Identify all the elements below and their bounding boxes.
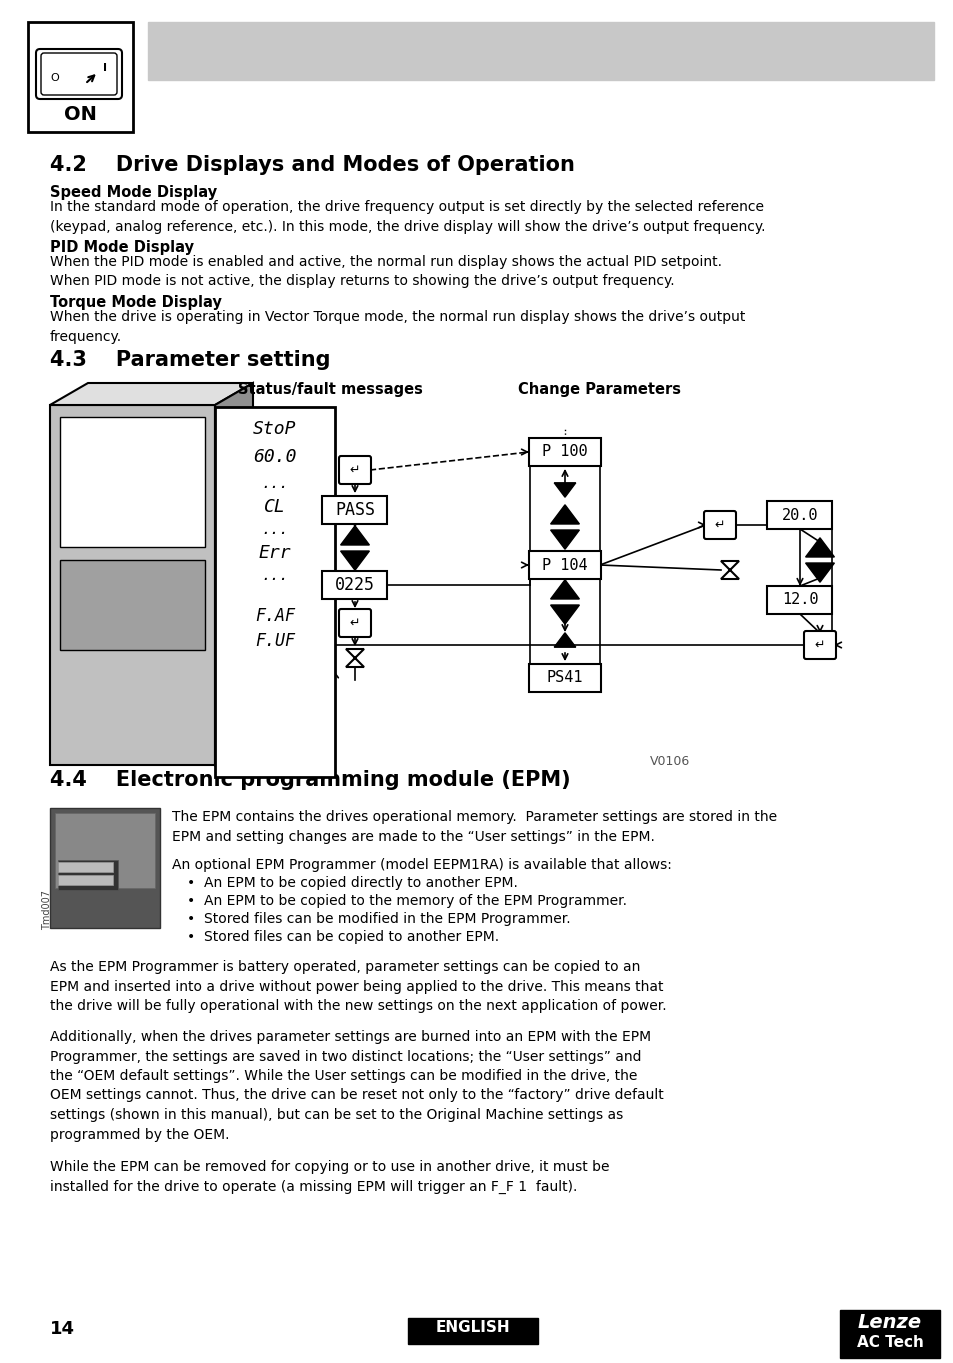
Bar <box>767 586 832 613</box>
Text: Change Parameters: Change Parameters <box>518 382 680 397</box>
Text: As the EPM Programmer is battery operated, parameter settings can be copied to a: As the EPM Programmer is battery operate… <box>50 960 666 1013</box>
Polygon shape <box>50 383 253 405</box>
Text: 14: 14 <box>50 1319 75 1338</box>
Text: 4.2    Drive Displays and Modes of Operation: 4.2 Drive Displays and Modes of Operatio… <box>50 155 575 174</box>
Bar <box>322 571 387 598</box>
Bar <box>58 860 118 890</box>
Polygon shape <box>214 383 253 765</box>
Bar <box>58 861 112 872</box>
Text: P 100: P 100 <box>541 444 587 459</box>
Text: When the drive is operating in Vector Torque mode, the normal run display shows : When the drive is operating in Vector To… <box>50 309 744 343</box>
Bar <box>55 812 154 889</box>
Text: V0106: V0106 <box>649 755 690 767</box>
Polygon shape <box>550 579 578 598</box>
Text: Tmd007: Tmd007 <box>42 890 52 930</box>
Text: While the EPM can be removed for copying or to use in another drive, it must be
: While the EPM can be removed for copying… <box>50 1160 609 1194</box>
Bar <box>767 502 832 529</box>
Bar <box>60 417 205 547</box>
Text: 4.4    Electronic programming module (EPM): 4.4 Electronic programming module (EPM) <box>50 770 570 791</box>
Text: •  An EPM to be copied directly to another EPM.: • An EPM to be copied directly to anothe… <box>187 876 517 890</box>
Bar <box>50 405 214 765</box>
Bar <box>529 664 600 692</box>
Text: I: I <box>103 63 107 74</box>
Polygon shape <box>550 605 578 624</box>
FancyBboxPatch shape <box>338 457 371 484</box>
Text: StoP: StoP <box>253 420 296 438</box>
Text: Lenze: Lenze <box>857 1313 922 1332</box>
FancyBboxPatch shape <box>41 53 117 95</box>
Text: PID Mode Display: PID Mode Display <box>50 240 193 255</box>
Bar <box>50 808 160 928</box>
FancyBboxPatch shape <box>36 49 122 99</box>
Text: The EPM contains the drives operational memory.  Parameter settings are stored i: The EPM contains the drives operational … <box>172 810 777 844</box>
Text: ↵: ↵ <box>814 638 824 652</box>
Bar <box>322 496 387 523</box>
Polygon shape <box>340 551 369 570</box>
Polygon shape <box>804 563 834 582</box>
Bar <box>214 408 335 777</box>
Text: ...: ... <box>261 522 289 537</box>
Text: 4.3    Parameter setting: 4.3 Parameter setting <box>50 350 330 369</box>
Text: CL: CL <box>264 497 286 517</box>
Text: F.AF: F.AF <box>254 607 294 626</box>
Bar <box>408 1318 537 1344</box>
Text: Err: Err <box>258 544 291 562</box>
FancyBboxPatch shape <box>703 511 735 538</box>
Polygon shape <box>804 538 834 557</box>
Text: AC Tech: AC Tech <box>856 1334 923 1349</box>
Text: ↵: ↵ <box>350 616 360 630</box>
Bar <box>28 22 132 132</box>
Text: Additionally, when the drives parameter settings are burned into an EPM with the: Additionally, when the drives parameter … <box>50 1030 663 1141</box>
Bar <box>148 22 933 80</box>
Bar <box>840 1310 939 1358</box>
Text: 60.0: 60.0 <box>253 448 296 466</box>
Polygon shape <box>554 632 576 647</box>
Text: When the PID mode is enabled and active, the normal run display shows the actual: When the PID mode is enabled and active,… <box>50 255 721 289</box>
Text: •  Stored files can be copied to another EPM.: • Stored files can be copied to another … <box>187 930 498 945</box>
Text: 20.0: 20.0 <box>781 507 818 522</box>
Text: ENGLISH: ENGLISH <box>436 1319 510 1334</box>
Text: PASS: PASS <box>335 502 375 519</box>
Text: Status/fault messages: Status/fault messages <box>237 382 422 397</box>
FancyBboxPatch shape <box>338 609 371 637</box>
Bar <box>529 438 600 466</box>
Text: P 104: P 104 <box>541 557 587 572</box>
Text: Torque Mode Display: Torque Mode Display <box>50 294 222 309</box>
Text: 12.0: 12.0 <box>781 593 818 608</box>
Text: ...: ... <box>261 568 289 583</box>
Text: An optional EPM Programmer (model EEPM1RA) is available that allows:: An optional EPM Programmer (model EEPM1R… <box>172 857 671 872</box>
Text: ↵: ↵ <box>350 463 360 477</box>
Text: Speed Mode Display: Speed Mode Display <box>50 185 217 200</box>
Text: ↵: ↵ <box>714 518 724 532</box>
Text: F.UF: F.UF <box>254 632 294 650</box>
Polygon shape <box>340 526 369 545</box>
Text: 0225: 0225 <box>335 577 375 594</box>
Text: •  Stored files can be modified in the EPM Programmer.: • Stored files can be modified in the EP… <box>187 912 570 925</box>
Text: ...: ... <box>261 476 289 491</box>
Polygon shape <box>554 483 576 497</box>
Bar <box>529 551 600 579</box>
FancyBboxPatch shape <box>803 631 835 658</box>
Polygon shape <box>346 649 364 667</box>
Polygon shape <box>550 530 578 549</box>
Text: PS41: PS41 <box>546 671 582 686</box>
Polygon shape <box>550 504 578 523</box>
Polygon shape <box>720 562 739 579</box>
Bar <box>60 560 205 650</box>
Text: •  An EPM to be copied to the memory of the EPM Programmer.: • An EPM to be copied to the memory of t… <box>187 894 626 908</box>
Text: In the standard mode of operation, the drive frequency output is set directly by: In the standard mode of operation, the d… <box>50 200 764 233</box>
Text: ON: ON <box>64 105 96 124</box>
Bar <box>58 875 112 885</box>
Text: O: O <box>51 74 59 83</box>
